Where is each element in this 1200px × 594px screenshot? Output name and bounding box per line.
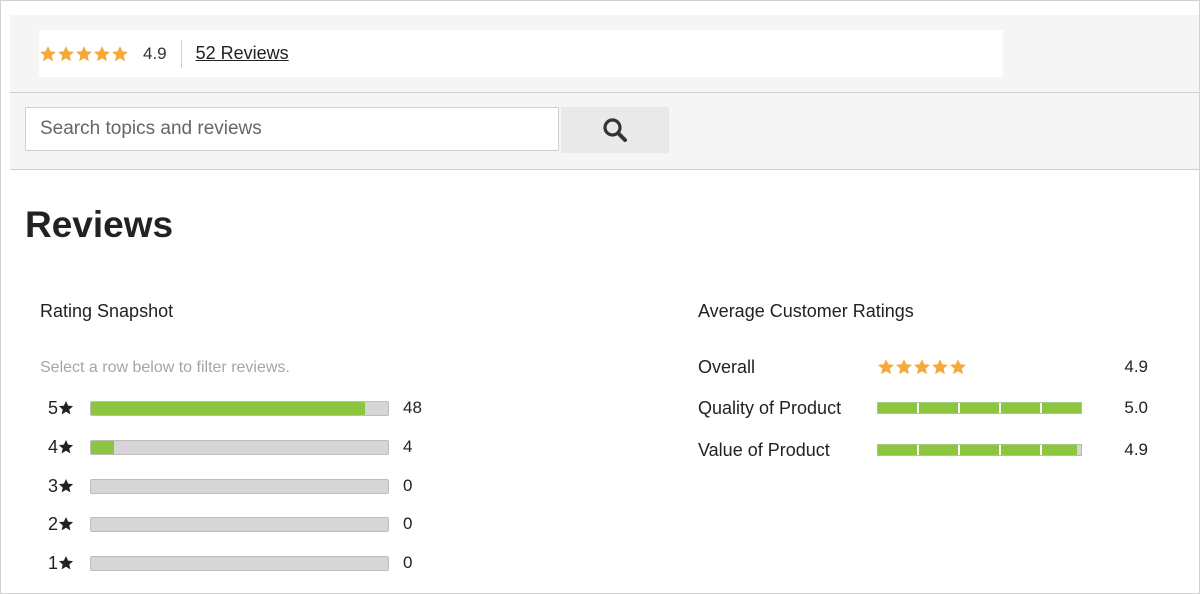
band-divider xyxy=(10,92,1199,93)
rating-bar-fill xyxy=(1042,403,1081,413)
snapshot-row-label: 4 xyxy=(40,437,80,458)
average-row-value-of-product: Value of Product 4.9 xyxy=(698,437,1158,463)
snapshot-bar xyxy=(90,478,389,494)
snapshot-row-5-star[interactable]: 5 48 xyxy=(40,396,460,420)
snapshot-bar-fill xyxy=(91,401,366,415)
overall-stars xyxy=(877,358,967,376)
average-row-label: Quality of Product xyxy=(698,397,842,418)
star-icon xyxy=(895,359,913,375)
snapshot-bar xyxy=(90,555,389,571)
star-icon xyxy=(39,45,57,61)
snapshot-bar xyxy=(90,400,389,416)
filter-hint: Select a row below to filter reviews. xyxy=(40,359,290,376)
star-icon xyxy=(57,45,75,61)
snapshot-count: 48 xyxy=(403,398,422,417)
rating-bar-segment xyxy=(1001,445,1042,455)
star-icon xyxy=(93,45,111,61)
snapshot-count: 4 xyxy=(403,437,413,456)
star-icon xyxy=(58,478,74,493)
rating-summary: 4.9 52 Reviews xyxy=(39,30,1003,77)
rating-bar-segment xyxy=(960,403,1001,413)
snapshot-star-number: 1 xyxy=(48,552,59,573)
rating-bar-segment xyxy=(919,403,960,413)
star-icon xyxy=(949,359,967,375)
star-icon xyxy=(58,400,74,415)
rating-bar-segment xyxy=(960,445,1001,455)
rating-bar-fill xyxy=(1001,445,1040,455)
star-icon xyxy=(931,359,949,375)
page-title: Reviews xyxy=(25,204,174,245)
average-row-label: Overall xyxy=(698,356,756,377)
snapshot-bar xyxy=(90,439,389,455)
search-button[interactable] xyxy=(561,107,669,153)
snapshot-star-number: 2 xyxy=(48,513,59,534)
star-icon xyxy=(913,359,931,375)
snapshot-star-number: 4 xyxy=(48,436,59,457)
snapshot-count: 0 xyxy=(403,553,413,572)
average-ratings-title: Average Customer Ratings xyxy=(698,301,914,321)
snapshot-bar-fill xyxy=(91,440,114,454)
rating-bar-fill xyxy=(960,403,999,413)
star-icon xyxy=(58,439,74,454)
average-row-quality-of-product: Quality of Product 5.0 xyxy=(698,395,1158,421)
snapshot-count: 0 xyxy=(403,514,413,533)
rating-bar xyxy=(877,444,1082,456)
average-row-label: Value of Product xyxy=(698,439,830,460)
star-icon xyxy=(58,555,74,570)
rating-bar-fill xyxy=(878,403,917,413)
rating-bar-segment xyxy=(878,403,919,413)
average-row-overall: Overall 4.9 xyxy=(698,354,1158,380)
rating-bar-segment xyxy=(1042,403,1081,413)
snapshot-star-number: 5 xyxy=(48,397,59,418)
rating-bar-fill xyxy=(919,403,958,413)
snapshot-row-label: 5 xyxy=(40,398,80,419)
summary-band: 4.9 52 Reviews xyxy=(10,15,1199,170)
rating-bar-fill xyxy=(919,445,958,455)
snapshot-row-label: 3 xyxy=(40,476,80,497)
average-row-value: 4.9 xyxy=(1124,357,1148,376)
star-icon xyxy=(877,359,895,375)
reviews-count-link[interactable]: 52 Reviews xyxy=(195,43,289,63)
rating-bar-segment xyxy=(878,445,919,455)
rating-snapshot-title: Rating Snapshot xyxy=(40,301,174,321)
summary-divider xyxy=(180,39,182,68)
star-icon xyxy=(75,45,93,61)
rating-bar-fill xyxy=(1001,403,1040,413)
average-row-value: 5.0 xyxy=(1124,398,1148,417)
rating-bar-segment xyxy=(1042,445,1081,455)
rating-bar xyxy=(877,402,1082,414)
rating-bar-fill xyxy=(1042,445,1078,455)
snapshot-count: 0 xyxy=(403,476,413,495)
snapshot-row-label: 2 xyxy=(40,514,80,535)
snapshot-row-label: 1 xyxy=(40,553,80,574)
summary-stars xyxy=(39,45,129,63)
rating-bar-fill xyxy=(960,445,999,455)
rating-bar-fill xyxy=(878,445,917,455)
star-icon xyxy=(111,45,129,61)
rating-bar-segment xyxy=(1001,403,1042,413)
snapshot-star-number: 3 xyxy=(48,475,59,496)
star-icon xyxy=(58,516,74,531)
summary-rating-value: 4.9 xyxy=(143,43,167,63)
snapshot-bar xyxy=(90,516,389,532)
average-row-value: 4.9 xyxy=(1124,440,1148,459)
rating-bar-segment xyxy=(919,445,960,455)
search-icon xyxy=(603,118,627,142)
search-input[interactable] xyxy=(25,107,559,151)
